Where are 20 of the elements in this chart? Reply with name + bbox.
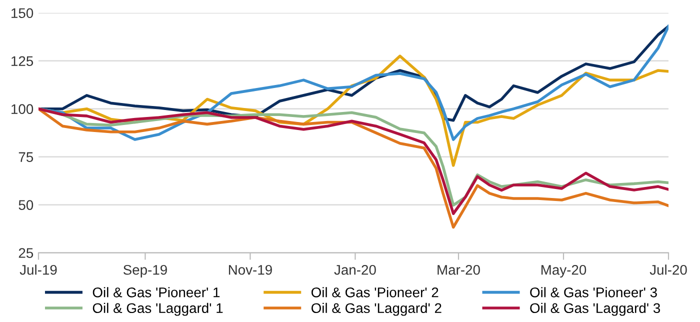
legend-label: Oil & Gas 'Pioneer' 2: [312, 287, 438, 298]
y-tick-label: 100: [12, 104, 34, 114]
x-tick-label: Mar-20: [438, 264, 480, 275]
legend-label: Oil & Gas 'Laggard' 2: [312, 302, 442, 316]
y-tick-label: 150: [12, 8, 34, 18]
legend-label: Oil & Gas 'Pioneer' 3: [530, 287, 657, 298]
x-tick-label: Jul-20: [650, 264, 687, 275]
legend-label: Oil & Gas 'Pioneer' 1: [92, 287, 220, 298]
x-tick-label: May-20: [541, 264, 586, 278]
x-tick-label: Jul-19: [20, 264, 57, 275]
x-tick-label: Sep-19: [123, 264, 167, 278]
y-tick-label: 50: [18, 200, 34, 210]
legend-label: Oil & Gas 'Laggard' 3: [530, 302, 660, 316]
x-tick-label: Jan-20: [334, 264, 376, 275]
legend-label: Oil & Gas 'Laggard' 1: [92, 302, 223, 316]
y-tick-label: 75: [18, 152, 34, 162]
y-tick-label: 125: [12, 56, 34, 66]
y-tick-label: 25: [18, 248, 34, 258]
line-series: [38, 24, 668, 141]
x-tick-label: Nov-19: [228, 264, 272, 275]
